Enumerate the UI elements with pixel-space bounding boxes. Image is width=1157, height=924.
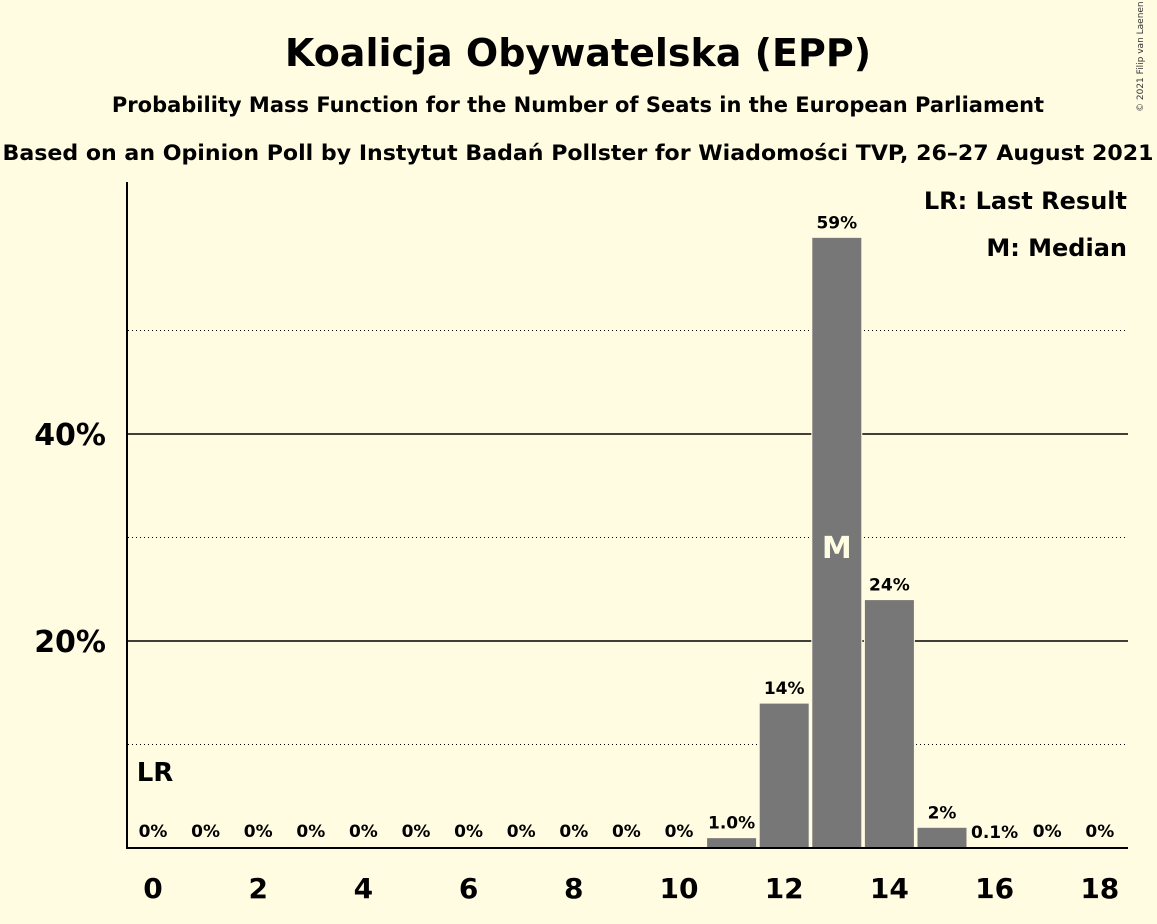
x-tick-label: 10 bbox=[660, 872, 699, 905]
x-tick-label: 18 bbox=[1080, 872, 1119, 905]
bar-label-background bbox=[390, 820, 442, 842]
bar bbox=[916, 826, 968, 849]
bar-label-background bbox=[179, 820, 232, 842]
bar-label: 0% bbox=[612, 822, 641, 842]
x-tick-label: 16 bbox=[975, 872, 1014, 905]
bar-label: 0% bbox=[454, 822, 483, 842]
chart-title: Koalicja Obywatelska (EPP) bbox=[285, 31, 871, 75]
bar-label-background bbox=[337, 820, 390, 842]
median-marker: M bbox=[822, 531, 852, 566]
bar-label: 24% bbox=[869, 576, 910, 596]
last-result-marker: LR bbox=[137, 758, 174, 788]
bar-label-background bbox=[600, 820, 653, 842]
bar-label: 59% bbox=[816, 213, 857, 233]
bar-label-background bbox=[495, 820, 548, 842]
bar-label-background bbox=[127, 820, 179, 842]
chart-subtitle: Probability Mass Function for the Number… bbox=[112, 93, 1044, 117]
bar-label: 0% bbox=[244, 822, 273, 842]
x-tick-label: 4 bbox=[354, 872, 373, 905]
x-tick-label: 6 bbox=[459, 872, 478, 905]
bar-label: 0% bbox=[296, 822, 325, 842]
y-axis-ticks: 20% 40% bbox=[34, 418, 106, 660]
bar-label-background bbox=[1021, 820, 1074, 842]
bar-label-background bbox=[758, 677, 811, 700]
copyright-note: © 2021 Filip van Laenen bbox=[1136, 1, 1146, 112]
bar-label-background bbox=[653, 820, 705, 842]
bar-label: 0% bbox=[349, 822, 378, 842]
bar-label: 0% bbox=[191, 822, 220, 842]
grid-lines bbox=[128, 330, 1128, 745]
y-tick-label: 20% bbox=[34, 625, 106, 660]
x-tick-label: 2 bbox=[248, 872, 267, 905]
bar-label-background bbox=[863, 573, 916, 596]
bar bbox=[706, 837, 758, 849]
bar bbox=[811, 236, 863, 849]
bar bbox=[758, 702, 810, 849]
legend-median: M: Median bbox=[986, 234, 1127, 262]
bar-label: 0.1% bbox=[971, 823, 1018, 843]
bar-label: 0% bbox=[559, 822, 588, 842]
bar-label-background bbox=[1073, 820, 1126, 842]
bar-label: 14% bbox=[764, 679, 805, 699]
x-tick-label: 12 bbox=[765, 872, 804, 905]
bar-label: 0% bbox=[139, 822, 168, 842]
bar-label-background bbox=[916, 801, 968, 824]
bar-labels: 0% 0% 0% 0% 0% 0% 0% 0% 0% 0% 0% 1.0% 14% 59% 24% 2% 0.1… bbox=[127, 211, 1126, 843]
bar-label-background bbox=[968, 820, 1021, 843]
x-tick-label: 14 bbox=[870, 872, 909, 905]
bar-label-background bbox=[705, 811, 758, 834]
x-tick-label: 0 bbox=[143, 872, 162, 905]
x-axis-ticks: 0 2 4 6 8 10 12 14 16 18 bbox=[143, 872, 1119, 905]
bar-label: 0% bbox=[1085, 822, 1114, 842]
chart-subtitle-2: Based on an Opinion Poll by Instytut Bad… bbox=[3, 141, 1154, 165]
bar-label: 0% bbox=[507, 822, 536, 842]
bar-label: 1.0% bbox=[708, 814, 755, 834]
bar-label: 2% bbox=[928, 803, 957, 823]
bar-label-background bbox=[284, 820, 337, 842]
bar-label: 0% bbox=[402, 822, 431, 842]
bar-label: 0% bbox=[665, 822, 694, 842]
y-tick-label: 40% bbox=[34, 418, 106, 453]
bars bbox=[706, 236, 1021, 849]
bar bbox=[863, 599, 915, 849]
x-tick-label: 8 bbox=[564, 872, 583, 905]
bar-label-background bbox=[810, 211, 863, 234]
bar-label-background bbox=[232, 820, 285, 842]
bar-label-background bbox=[547, 820, 600, 842]
bar-label-background bbox=[442, 820, 495, 842]
bar-label: 0% bbox=[1033, 822, 1062, 842]
legend-last-result: LR: Last Result bbox=[924, 187, 1127, 215]
